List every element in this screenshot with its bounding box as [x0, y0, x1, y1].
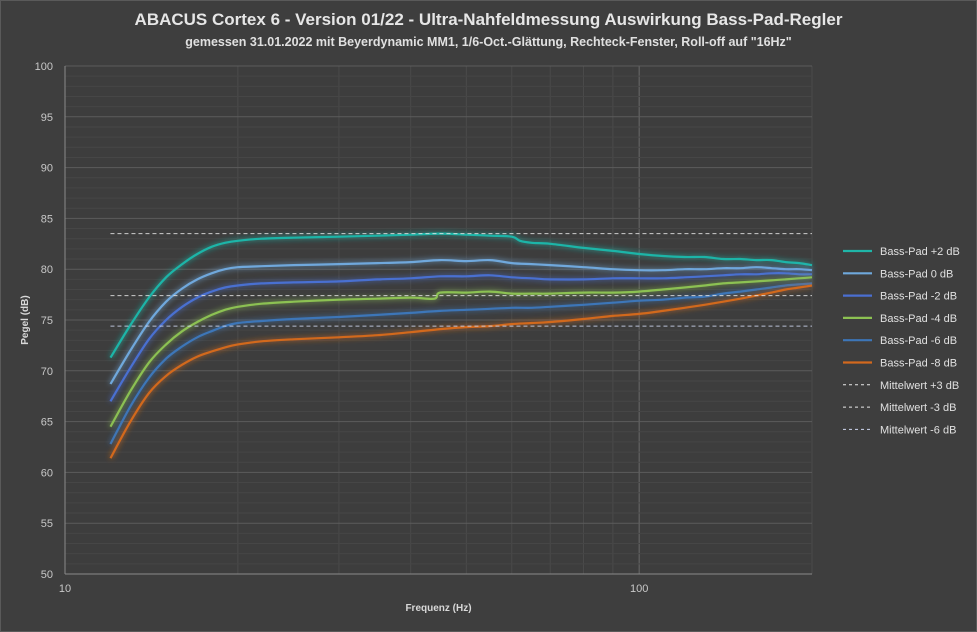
y-tick-label: 75	[41, 315, 53, 327]
legend-label: Bass-Pad +2 dB	[880, 246, 960, 258]
chart-title: ABACUS Cortex 6 - Version 01/22 - Ultra-…	[134, 10, 843, 29]
y-tick-label: 90	[41, 163, 53, 175]
y-tick-labels: 50 55 60 65 70 75 80 85 90 95 100	[35, 61, 53, 581]
legend-label: Bass-Pad 0 dB	[880, 268, 953, 280]
x-tick-label: 100	[630, 583, 648, 595]
legend-label: Bass-Pad -8 dB	[880, 358, 957, 370]
y-tick-label: 95	[41, 112, 53, 124]
legend-label: Bass-Pad -6 dB	[880, 335, 957, 347]
x-tick-label: 10	[59, 583, 71, 595]
legend-label: Mittelwert -6 dB	[880, 424, 956, 436]
legend: Bass-Pad +2 dB Bass-Pad 0 dB Bass-Pad -2 d…	[843, 246, 960, 436]
legend-label: Bass-Pad -2 dB	[880, 291, 957, 303]
series-line	[109, 258, 813, 385]
legend-label: Bass-Pad -4 dB	[880, 313, 957, 325]
y-tick-label: 100	[35, 61, 53, 73]
plot-series	[109, 232, 813, 459]
x-tick-labels: 10 100	[59, 583, 648, 595]
y-tick-label: 50	[41, 569, 53, 581]
legend-label: Mittelwert +3 dB	[880, 380, 959, 392]
y-axis-title: Pegel (dB)	[20, 295, 31, 344]
y-tick-label: 65	[41, 417, 53, 429]
y-tick-label: 85	[41, 213, 53, 225]
y-tick-label: 60	[41, 467, 53, 479]
chart-subtitle: gemessen 31.01.2022 mit Beyerdynamic MM1…	[185, 35, 792, 49]
y-tick-label: 55	[41, 518, 53, 530]
y-tick-label: 70	[41, 366, 53, 378]
series-line	[109, 232, 813, 359]
series-line	[109, 282, 813, 445]
legend-label: Mittelwert -3 dB	[880, 402, 956, 414]
series-line	[109, 276, 813, 428]
y-tick-label: 80	[41, 264, 53, 276]
x-axis-title: Frequenz (Hz)	[405, 603, 471, 614]
grid-lines	[64, 65, 813, 575]
